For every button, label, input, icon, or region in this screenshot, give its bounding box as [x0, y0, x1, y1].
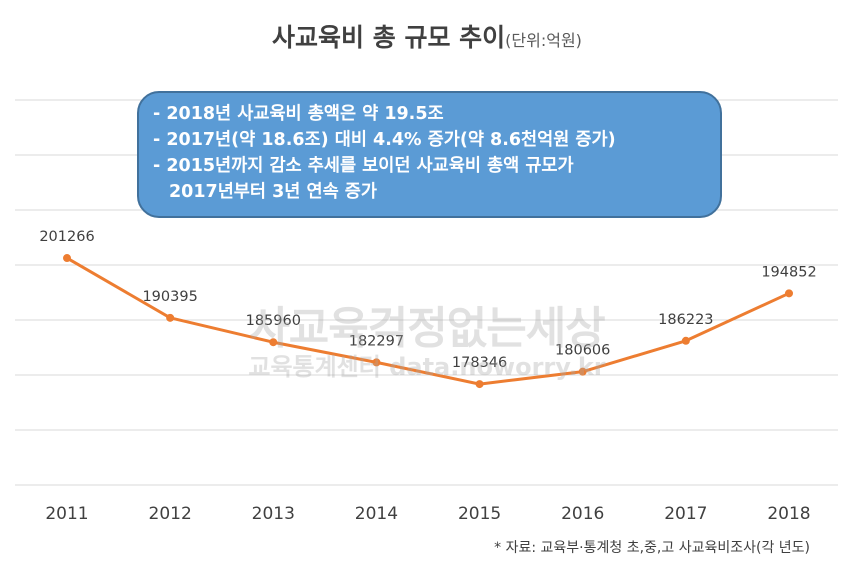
x-tick-label: 2013 — [252, 504, 295, 524]
chart-title-main: 사교육비 총 규모 추이 — [272, 23, 506, 52]
x-axis: 2011 2012 2013 2014 2015 2016 2017 2018 — [45, 504, 810, 524]
x-tick-label: 2012 — [149, 504, 192, 524]
data-label: 186223 — [658, 312, 713, 328]
data-point — [785, 289, 793, 298]
data-label: 180606 — [555, 343, 610, 359]
data-label: 190395 — [142, 289, 197, 305]
x-tick-label: 2017 — [664, 504, 707, 524]
series-line — [65, 256, 791, 386]
data-label: 178346 — [452, 355, 507, 371]
x-tick-label: 2014 — [355, 504, 398, 524]
summary-callout: - 2018년 사교육비 총액은 약 19.5조 - 2017년(약 18.6조… — [137, 91, 722, 218]
chart-title: 사교육비 총 규모 추이(단위:억원) — [0, 18, 854, 54]
data-points — [63, 254, 793, 389]
chart-title-unit: (단위:억원) — [505, 31, 582, 50]
data-point — [475, 380, 484, 389]
callout-line-1: - 2018년 사교육비 총액은 약 19.5조 — [153, 104, 444, 124]
data-label: 194852 — [761, 264, 816, 280]
callout-line-4: 2017년부터 3년 연속 증가 — [169, 182, 377, 202]
data-point — [269, 338, 278, 347]
data-point — [63, 254, 71, 263]
data-label: 182297 — [349, 333, 404, 349]
data-point — [578, 367, 587, 376]
data-label: 185960 — [246, 313, 301, 329]
data-point — [372, 358, 381, 367]
data-label: 201266 — [39, 229, 94, 245]
data-point — [166, 313, 175, 322]
data-labels: 201266 190395 185960 182297 178346 180606 1862… — [39, 229, 816, 371]
data-point — [681, 336, 690, 345]
callout-line-3: - 2015년까지 감소 추세를 보이던 사교육비 총액 규모가 — [153, 156, 574, 176]
series-line-group — [65, 256, 791, 386]
x-tick-label: 2016 — [561, 504, 604, 524]
x-tick-label: 2011 — [45, 504, 88, 524]
x-tick-label: 2015 — [458, 504, 501, 524]
source-note: * 자료: 교육부·통계청 초,중,고 사교육비조사(각 년도) — [494, 540, 810, 556]
x-tick-label: 2018 — [767, 504, 810, 524]
callout-line-2: - 2017년(약 18.6조) 대비 4.4% 증가(약 8.6천억원 증가) — [153, 130, 616, 150]
